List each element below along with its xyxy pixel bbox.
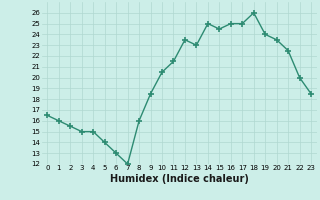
X-axis label: Humidex (Indice chaleur): Humidex (Indice chaleur) [110, 174, 249, 184]
